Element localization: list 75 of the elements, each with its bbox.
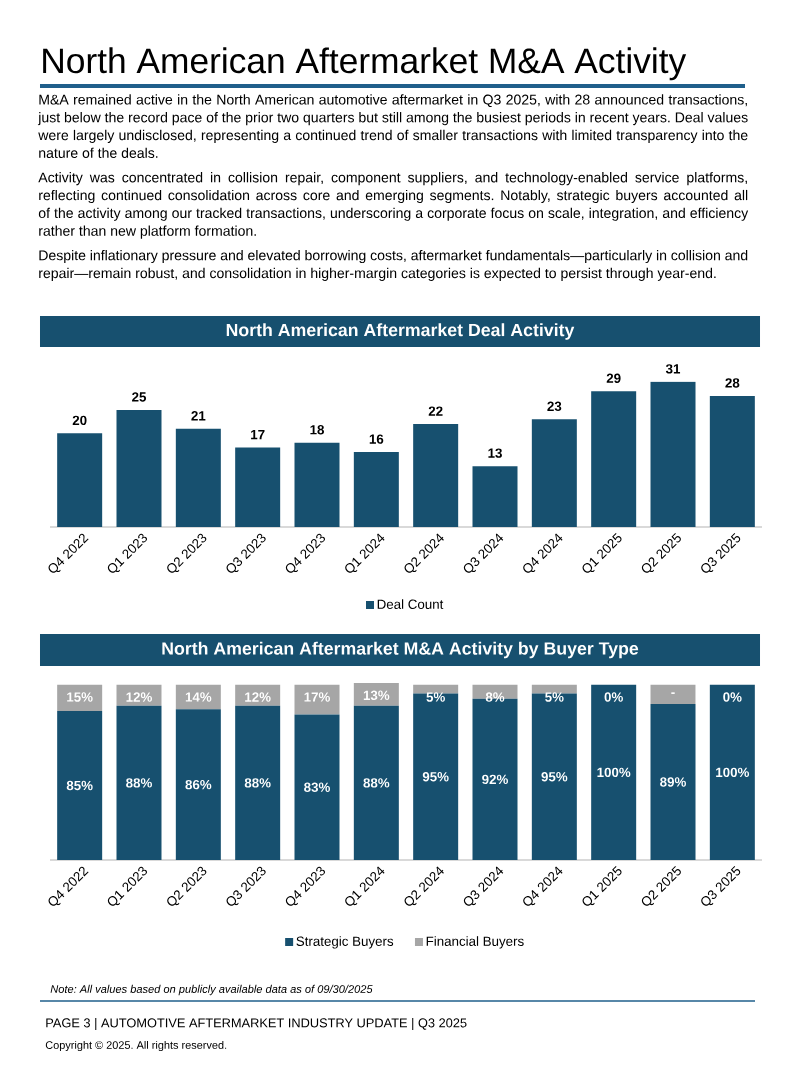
legend-label: Financial Buyers (426, 936, 524, 949)
bar (235, 705, 281, 860)
text: North American Aftermarket M&A Activity (43, 47, 687, 81)
data-label: 12% (245, 692, 271, 702)
bar (353, 452, 399, 527)
data-label: 28 (725, 378, 740, 388)
data-label: 95% (541, 772, 568, 782)
chart-title: North American Aftermarket M&A Activity by Buyer Type (162, 641, 639, 659)
data-label: 15% (67, 692, 93, 702)
text: Copyright © 2025. All rights reserved. (45, 1040, 227, 1052)
bar (591, 684, 637, 860)
bar (294, 714, 340, 860)
data-label: 100% (716, 767, 750, 778)
data-label: 92% (482, 774, 508, 785)
data-label: 23 (547, 401, 562, 412)
data-label: 0% (604, 692, 623, 702)
data-label: 88% (363, 778, 390, 788)
bar (413, 693, 459, 860)
data-label: 20 (72, 415, 87, 426)
bar (353, 705, 399, 860)
data-label: 86% (185, 779, 212, 790)
data-label: 17% (304, 692, 330, 702)
data-label: 13% (363, 690, 390, 701)
text: Activity was concentrated in collision repair, component suppliers, and technology-enabled service platforms, reflecting continued consolidation across core and emerging segments. Notably, strategic buyers accounted all of the activity among our tracked transactions, underscoring a corporate focus on scale, integration, and efficiency rather than new platform formation. (38, 172, 749, 239)
bar (57, 433, 103, 527)
bar (294, 684, 340, 715)
text: PAGE 3 | AUTOMOTIVE AFTERMARKET INDUSTRY UPDATE | Q3 2025 (46, 1018, 467, 1030)
data-label: 100% (597, 767, 631, 778)
data-label: 13 (488, 448, 502, 458)
data-label: 31 (665, 364, 681, 374)
text: Note: All values based on publicly available data as of 09/30/2025 (50, 984, 373, 996)
bar (650, 684, 696, 705)
data-label: 18 (310, 425, 325, 435)
data-label: 85% (66, 780, 93, 791)
bar (531, 693, 577, 860)
bar (116, 409, 162, 527)
bar (709, 684, 755, 860)
bar (294, 442, 340, 527)
legend-label: Strategic Buyers (296, 936, 394, 949)
data-label: 16 (369, 434, 384, 444)
bar (591, 391, 637, 527)
text: Despite inflationary pressure and elevated borrowing costs, aftermarket fundamentals—particularly in collision and repair—remain robust, and consolidation in higher-margin categories is expected to persist through year-end. (39, 249, 748, 281)
data-label: 5% (426, 692, 445, 702)
bar (175, 709, 221, 860)
bar (413, 423, 459, 527)
data-label: 21 (191, 411, 206, 421)
bar (650, 381, 696, 527)
bar (709, 395, 755, 527)
bar (413, 684, 459, 694)
bar (175, 428, 221, 527)
data-label: 12% (126, 692, 152, 702)
data-label: 17 (251, 429, 265, 440)
text: M&A remained active in the North American automotive aftermarket in Q3 2025, with 28 announced transactions, just below the record pace of the prior two quarters but still among the busiest periods in recent years. Deal values were largely undisclosed, representing a continued trend of smaller transactions with limited transparency into the nature of the deals. (37, 94, 748, 158)
data-label: - (671, 692, 675, 694)
bar (353, 683, 399, 706)
data-label: 89% (660, 777, 686, 787)
data-label: 29 (606, 373, 621, 383)
data-label: 0% (723, 692, 742, 702)
data-label: 5% (545, 692, 564, 702)
legend-label: Deal Count (377, 599, 444, 609)
bar (116, 705, 162, 860)
data-label: 14% (185, 692, 212, 702)
bar (472, 466, 518, 527)
bar (531, 684, 577, 694)
bar (531, 419, 577, 527)
data-label: 22 (428, 406, 443, 416)
bar (650, 704, 696, 860)
bar (57, 711, 103, 860)
data-label: 25 (132, 392, 147, 402)
data-label: 88% (244, 778, 271, 788)
data-label: 95% (422, 772, 449, 782)
chart-title: North American Aftermarket Deal Activity (226, 323, 575, 340)
bar (235, 447, 281, 527)
data-label: 83% (304, 782, 330, 792)
data-label: 88% (126, 778, 152, 788)
